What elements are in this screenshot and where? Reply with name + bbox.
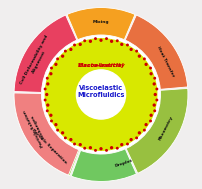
Circle shape bbox=[65, 50, 66, 52]
Circle shape bbox=[51, 67, 52, 69]
Circle shape bbox=[44, 99, 46, 101]
Wedge shape bbox=[71, 149, 136, 181]
Text: Rheometry: Rheometry bbox=[158, 115, 174, 141]
Circle shape bbox=[84, 147, 85, 149]
Circle shape bbox=[74, 44, 75, 46]
Text: Elasto-inertial: Elasto-inertial bbox=[78, 63, 124, 68]
Circle shape bbox=[150, 67, 151, 69]
Circle shape bbox=[95, 38, 96, 39]
Circle shape bbox=[74, 143, 75, 145]
Circle shape bbox=[136, 137, 137, 139]
Circle shape bbox=[156, 88, 158, 90]
Circle shape bbox=[111, 147, 113, 149]
Circle shape bbox=[47, 83, 49, 85]
Circle shape bbox=[79, 43, 81, 45]
Circle shape bbox=[150, 114, 152, 116]
Circle shape bbox=[121, 43, 123, 45]
Circle shape bbox=[62, 55, 64, 57]
Wedge shape bbox=[126, 88, 188, 173]
Text: Cell Deformability and
Alignment: Cell Deformability and Alignment bbox=[20, 34, 54, 87]
Circle shape bbox=[95, 150, 96, 151]
Circle shape bbox=[46, 77, 48, 79]
Circle shape bbox=[70, 48, 72, 50]
Circle shape bbox=[106, 38, 107, 39]
Wedge shape bbox=[67, 8, 135, 40]
Wedge shape bbox=[14, 93, 79, 175]
Circle shape bbox=[42, 36, 160, 153]
Circle shape bbox=[65, 137, 66, 139]
Circle shape bbox=[45, 39, 157, 150]
Text: Heat Transfer: Heat Transfer bbox=[156, 46, 175, 77]
Circle shape bbox=[62, 132, 64, 134]
Circle shape bbox=[79, 144, 81, 146]
Wedge shape bbox=[14, 15, 77, 92]
Circle shape bbox=[76, 70, 126, 119]
Circle shape bbox=[46, 94, 48, 95]
Circle shape bbox=[153, 104, 155, 106]
Circle shape bbox=[145, 124, 147, 125]
Circle shape bbox=[130, 48, 132, 50]
Circle shape bbox=[46, 110, 48, 112]
Circle shape bbox=[117, 40, 118, 42]
Circle shape bbox=[51, 120, 52, 122]
Circle shape bbox=[127, 44, 128, 46]
Circle shape bbox=[156, 99, 158, 101]
Circle shape bbox=[70, 139, 72, 141]
Circle shape bbox=[55, 124, 57, 125]
Circle shape bbox=[117, 147, 118, 149]
Circle shape bbox=[127, 143, 128, 145]
Circle shape bbox=[57, 58, 58, 60]
Text: Particle Solution
Exchanges: Particle Solution Exchanges bbox=[23, 107, 49, 148]
Circle shape bbox=[154, 94, 156, 95]
Circle shape bbox=[144, 129, 145, 131]
Circle shape bbox=[138, 55, 140, 57]
Wedge shape bbox=[125, 15, 188, 89]
Text: Particle Separation: Particle Separation bbox=[31, 128, 68, 164]
Circle shape bbox=[153, 83, 155, 85]
Circle shape bbox=[100, 148, 102, 150]
Circle shape bbox=[47, 104, 49, 106]
Circle shape bbox=[144, 58, 145, 60]
Circle shape bbox=[130, 139, 132, 141]
Circle shape bbox=[111, 40, 113, 42]
Circle shape bbox=[100, 39, 102, 41]
Text: Viscoelasticity: Viscoelasticity bbox=[77, 63, 125, 68]
Circle shape bbox=[154, 77, 156, 79]
Circle shape bbox=[55, 64, 57, 65]
Circle shape bbox=[154, 110, 156, 112]
Circle shape bbox=[89, 147, 91, 149]
Text: Mixing: Mixing bbox=[93, 20, 109, 24]
Circle shape bbox=[150, 120, 151, 122]
Circle shape bbox=[150, 73, 152, 75]
Circle shape bbox=[138, 132, 140, 134]
Wedge shape bbox=[14, 97, 80, 176]
Circle shape bbox=[57, 129, 58, 131]
Circle shape bbox=[44, 88, 46, 90]
Circle shape bbox=[84, 40, 85, 42]
Circle shape bbox=[106, 150, 107, 151]
Circle shape bbox=[145, 64, 147, 65]
Text: Viscoelastic
Microfluidics: Viscoelastic Microfluidics bbox=[77, 85, 125, 98]
Text: Droplet: Droplet bbox=[114, 159, 133, 168]
Circle shape bbox=[121, 144, 123, 146]
Circle shape bbox=[50, 73, 52, 75]
Circle shape bbox=[50, 114, 52, 116]
Circle shape bbox=[89, 40, 91, 42]
Circle shape bbox=[136, 50, 137, 52]
